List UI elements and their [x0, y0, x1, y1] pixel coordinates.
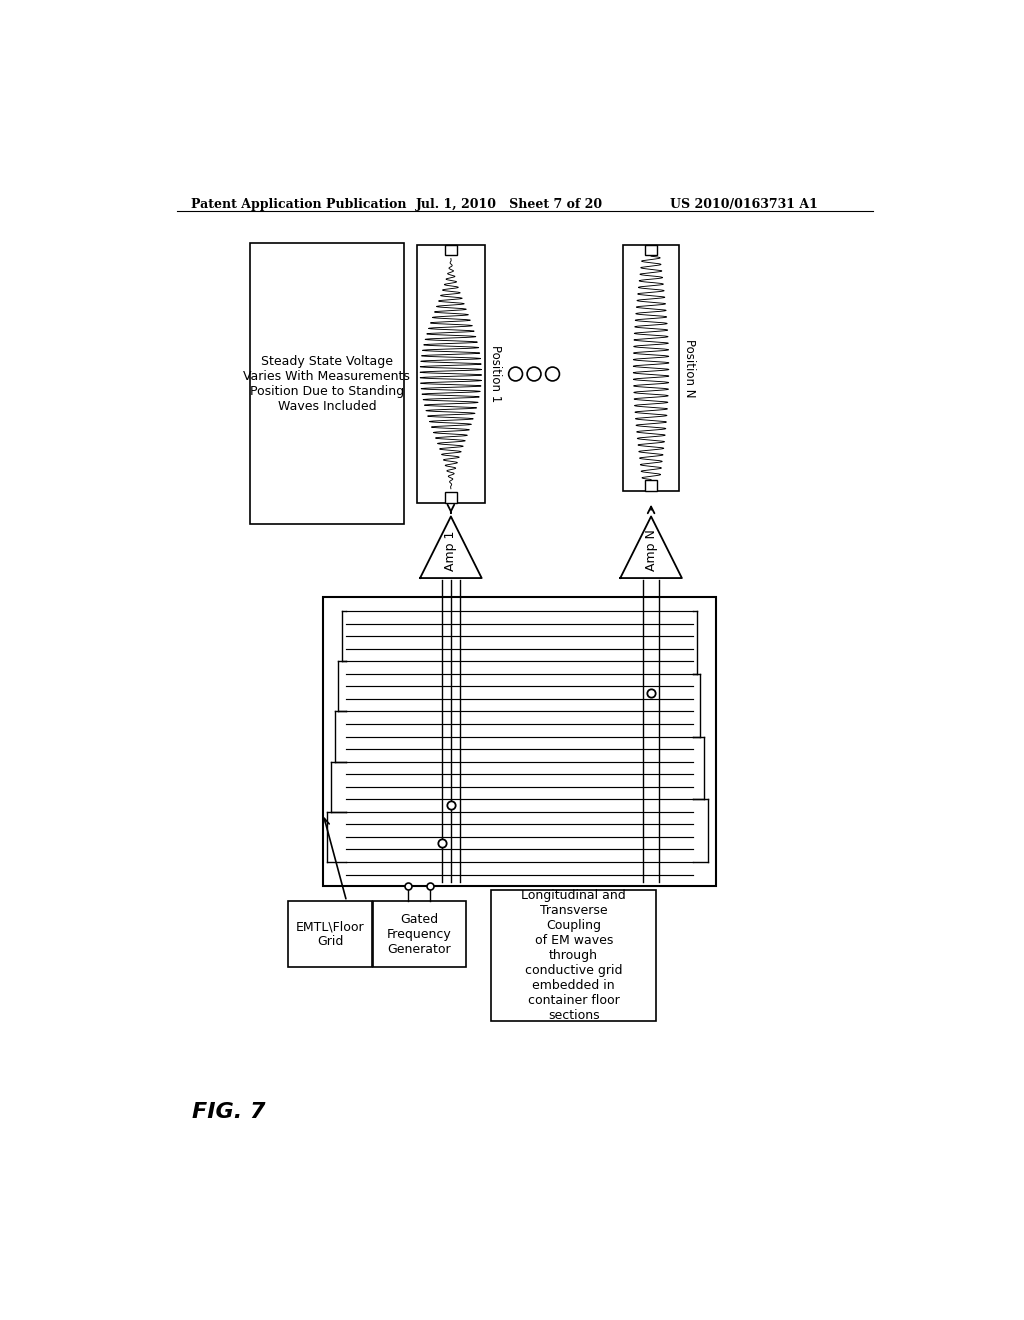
- Text: Amp 1: Amp 1: [444, 531, 458, 570]
- Bar: [444, 492, 457, 503]
- Circle shape: [527, 367, 541, 381]
- Bar: [417, 244, 484, 503]
- Bar: [444, 244, 457, 256]
- Bar: [323, 598, 716, 886]
- Text: Steady State Voltage
Varies With Measurements
Position Due to Standing
Waves Inc: Steady State Voltage Varies With Measure…: [244, 355, 411, 413]
- Bar: [645, 244, 657, 256]
- Text: Amp N: Amp N: [644, 529, 657, 572]
- Bar: [289, 902, 372, 966]
- Bar: [490, 890, 656, 1020]
- Text: Longitudinal and
Transverse
Coupling
of EM waves
through
conductive grid
embedde: Longitudinal and Transverse Coupling of …: [521, 888, 626, 1022]
- Bar: [250, 243, 403, 524]
- Text: FIG. 7: FIG. 7: [193, 1102, 265, 1122]
- Bar: [624, 244, 679, 491]
- Text: EMTL\Floor
Grid: EMTL\Floor Grid: [296, 920, 365, 948]
- Text: Position 1: Position 1: [488, 345, 502, 403]
- Circle shape: [509, 367, 522, 381]
- Text: Gated
Frequency
Generator: Gated Frequency Generator: [387, 912, 452, 956]
- Text: Jul. 1, 2010   Sheet 7 of 20: Jul. 1, 2010 Sheet 7 of 20: [416, 198, 602, 211]
- Bar: [373, 902, 466, 966]
- Text: Patent Application Publication: Patent Application Publication: [190, 198, 407, 211]
- Text: US 2010/0163731 A1: US 2010/0163731 A1: [670, 198, 817, 211]
- Bar: [645, 480, 657, 491]
- Text: Position N: Position N: [683, 339, 695, 397]
- Circle shape: [546, 367, 559, 381]
